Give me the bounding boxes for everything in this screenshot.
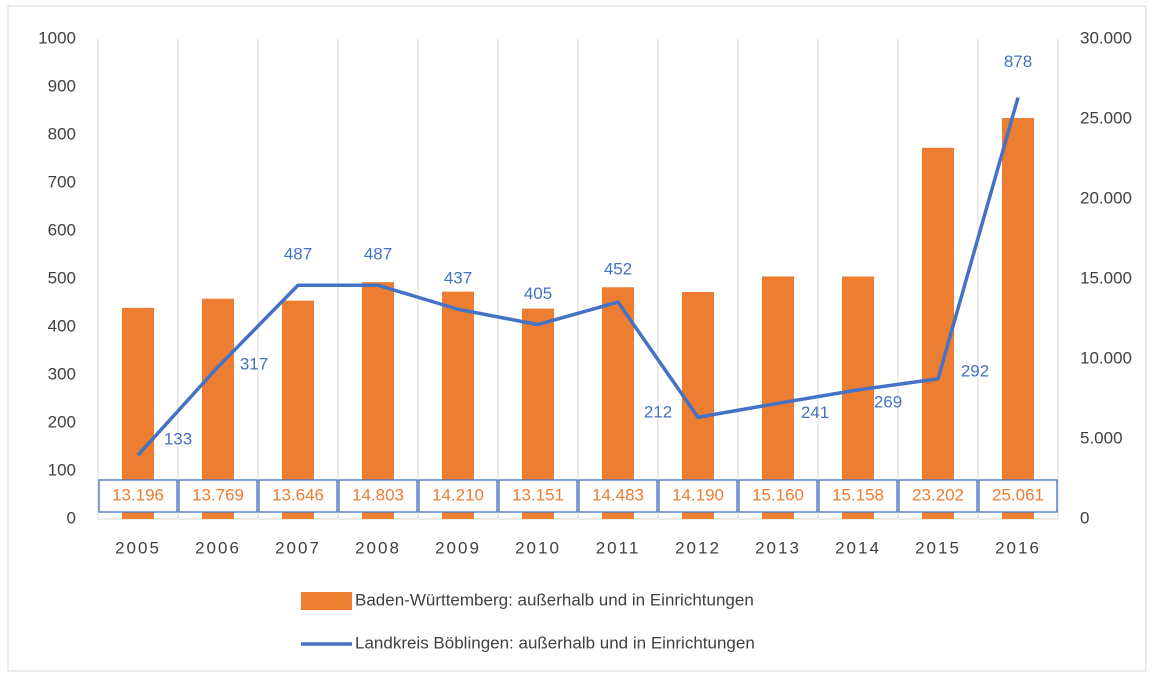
y-tick-label: 900 bbox=[48, 76, 76, 95]
bar-value-label: 15.158 bbox=[832, 485, 884, 504]
y2-tick-label: 25.000 bbox=[1080, 108, 1132, 127]
bar-label-box bbox=[498, 479, 578, 513]
bar bbox=[1002, 118, 1034, 520]
line-value-label: 437 bbox=[444, 269, 472, 288]
x-tick-label: 2012 bbox=[675, 538, 721, 557]
y2-tick-label: 10.000 bbox=[1080, 348, 1132, 367]
x-tick-label: 2010 bbox=[515, 538, 561, 557]
bar-value-label: 14.210 bbox=[432, 485, 484, 504]
bar-value-label: 13.769 bbox=[192, 485, 244, 504]
line-value-label: 487 bbox=[284, 245, 312, 264]
bar-value-label: 14.190 bbox=[672, 485, 724, 504]
bar-value-label: 13.646 bbox=[272, 485, 324, 504]
x-tick-label: 2007 bbox=[275, 538, 321, 557]
line-value-label: 487 bbox=[364, 245, 392, 264]
x-tick-label: 2008 bbox=[355, 538, 401, 557]
line-value-label: 292 bbox=[961, 361, 989, 380]
y-tick-label: 100 bbox=[48, 460, 76, 479]
bar-value-label: 25.061 bbox=[992, 485, 1044, 504]
legend-label: Baden-Württemberg: außerhalb und in Einr… bbox=[355, 590, 754, 609]
bar bbox=[762, 276, 794, 519]
bar-value-label: 14.803 bbox=[352, 485, 404, 504]
y-tick-label: 200 bbox=[48, 412, 76, 431]
bar-label-box bbox=[98, 479, 178, 513]
legend-swatch bbox=[301, 592, 352, 610]
line-value-label: 212 bbox=[644, 403, 672, 422]
bar-label-box bbox=[338, 479, 418, 513]
legend-label: Landkreis Böblingen: außerhalb und in Ei… bbox=[355, 633, 755, 652]
y-tick-label: 400 bbox=[48, 316, 76, 335]
line-value-label: 241 bbox=[801, 403, 829, 422]
y-tick-label: 1000 bbox=[38, 28, 76, 47]
y-tick-label: 500 bbox=[48, 268, 76, 287]
y2-tick-label: 5.000 bbox=[1080, 428, 1123, 447]
x-tick-label: 2009 bbox=[435, 538, 481, 557]
x-tick-label: 2005 bbox=[115, 538, 161, 557]
y2-tick-label: 0 bbox=[1080, 508, 1089, 527]
x-tick-label: 2015 bbox=[915, 538, 961, 557]
bar-label-box bbox=[818, 479, 898, 513]
bar-value-label: 13.151 bbox=[512, 485, 564, 504]
bar bbox=[922, 147, 954, 519]
bar-value-label: 23.202 bbox=[912, 485, 964, 504]
line-value-label: 405 bbox=[524, 284, 552, 303]
bar-label-box bbox=[258, 479, 338, 513]
bar-label-box bbox=[658, 479, 738, 513]
x-tick-label: 2016 bbox=[995, 538, 1041, 557]
bar-value-label: 14.483 bbox=[592, 485, 644, 504]
line-value-label: 133 bbox=[164, 430, 192, 449]
x-tick-label: 2014 bbox=[835, 538, 881, 557]
x-tick-label: 2011 bbox=[596, 538, 641, 557]
line-value-label: 452 bbox=[604, 260, 632, 279]
x-tick-label: 2006 bbox=[195, 538, 241, 557]
y2-tick-label: 15.000 bbox=[1080, 268, 1132, 287]
bar-label-box bbox=[578, 479, 658, 513]
line-value-label: 317 bbox=[240, 354, 268, 373]
bar-value-label: 15.160 bbox=[752, 485, 804, 504]
y-tick-label: 600 bbox=[48, 220, 76, 239]
y2-tick-label: 30.000 bbox=[1080, 28, 1132, 47]
y2-tick-label: 20.000 bbox=[1080, 188, 1132, 207]
y-tick-label: 300 bbox=[48, 364, 76, 383]
bar-label-box bbox=[738, 479, 818, 513]
x-tick-label: 2013 bbox=[755, 538, 801, 557]
chart-frame bbox=[7, 5, 1147, 672]
bar bbox=[842, 276, 874, 519]
bar-value-label: 13.196 bbox=[112, 485, 164, 504]
y-tick-label: 0 bbox=[67, 508, 76, 527]
y-tick-label: 700 bbox=[48, 172, 76, 191]
line-series bbox=[136, 97, 1020, 457]
bar-label-box bbox=[178, 479, 258, 513]
line-value-label: 878 bbox=[1004, 52, 1032, 71]
line-value-label: 269 bbox=[874, 392, 902, 411]
bar-label-box bbox=[418, 479, 498, 513]
y-tick-label: 800 bbox=[48, 124, 76, 143]
bar-label-box bbox=[898, 479, 978, 513]
bar-label-box bbox=[978, 479, 1058, 513]
